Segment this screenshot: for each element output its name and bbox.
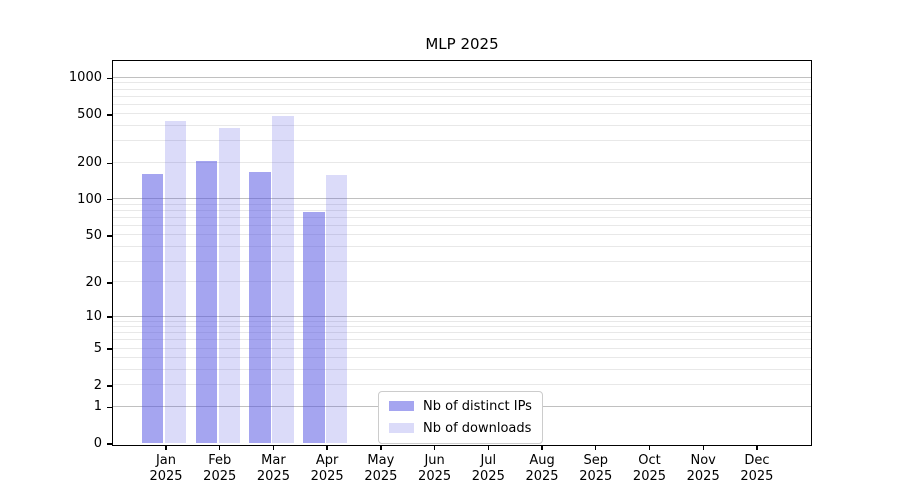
- y-tick-mark: [107, 235, 113, 237]
- bar-distinct-ips: [249, 172, 271, 443]
- y-tick-label: 5: [93, 341, 102, 357]
- bar-distinct-ips: [195, 160, 218, 443]
- x-tick-mark: [756, 444, 758, 450]
- minor-gridline: [113, 260, 811, 262]
- major-gridline: [113, 198, 811, 200]
- bar-layer: [113, 61, 811, 445]
- y-tick-mark: [107, 198, 113, 201]
- y-tick-mark: [107, 114, 113, 116]
- x-tick-mark: [487, 444, 489, 450]
- minor-gridline: [113, 88, 811, 90]
- major-gridline: [113, 315, 811, 317]
- x-tick-label: Dec 2025: [740, 453, 774, 484]
- y-tick-label: 2: [93, 377, 102, 393]
- y-tick-label: 1000: [68, 70, 102, 86]
- y-tick-mark: [107, 316, 113, 318]
- x-tick-mark: [595, 444, 597, 450]
- y-tick-mark: [107, 282, 113, 284]
- y-tick-mark: [107, 348, 113, 350]
- minor-gridline: [113, 384, 811, 386]
- minor-gridline: [113, 113, 811, 115]
- minor-gridline: [113, 203, 811, 205]
- legend-item-distinct-ips: Nb of distinct IPs: [389, 397, 532, 415]
- x-tick-label: Aug 2025: [525, 453, 559, 484]
- legend-item-downloads: Nb of downloads: [389, 419, 532, 437]
- minor-gridline: [113, 140, 811, 142]
- x-tick-label: Mar 2025: [256, 453, 290, 484]
- y-tick-mark: [107, 406, 113, 408]
- legend: Nb of distinct IPs Nb of downloads: [378, 391, 543, 444]
- y-tick-label: 0: [93, 436, 102, 451]
- y-tick-label: 10: [85, 309, 102, 325]
- bar-downloads: [218, 127, 240, 443]
- distinct-ips-swatch-icon: [389, 401, 414, 411]
- legend-label-downloads: Nb of downloads: [423, 420, 532, 436]
- x-tick-label: Nov 2025: [686, 453, 720, 484]
- minor-gridline: [113, 281, 811, 283]
- y-tick-label: 100: [77, 191, 102, 207]
- minor-gridline: [113, 347, 811, 349]
- y-tick-label: 20: [85, 274, 102, 290]
- minor-gridline: [113, 245, 811, 247]
- minor-gridline: [113, 234, 811, 236]
- bar-distinct-ips: [142, 173, 164, 443]
- y-tick-label: 50: [85, 227, 102, 243]
- minor-gridline: [113, 357, 811, 359]
- minor-gridline: [113, 224, 811, 226]
- y-tick-mark: [107, 385, 113, 387]
- minor-gridline: [113, 82, 811, 84]
- x-tick-mark: [219, 444, 221, 450]
- downloads-swatch-icon: [389, 423, 414, 433]
- x-tick-label: Jan 2025: [149, 453, 183, 484]
- minor-gridline: [113, 95, 811, 97]
- x-tick-mark: [380, 444, 382, 450]
- legend-label-distinct-ips: Nb of distinct IPs: [423, 398, 532, 414]
- major-gridline: [113, 76, 811, 78]
- x-tick-label: Jun 2025: [418, 453, 452, 484]
- minor-gridline: [113, 216, 811, 218]
- x-tick-label: Oct 2025: [632, 453, 667, 484]
- bar-downloads: [272, 116, 294, 443]
- minor-gridline: [113, 209, 811, 211]
- y-tick-mark: [107, 77, 113, 79]
- y-tick-label: 200: [77, 155, 102, 171]
- chart-title: MLP 2025: [425, 35, 499, 53]
- minor-gridline: [113, 332, 811, 334]
- x-tick-mark: [702, 444, 704, 450]
- minor-gridline: [113, 125, 811, 127]
- bar-downloads: [325, 174, 348, 443]
- bar-downloads: [164, 121, 187, 443]
- minor-gridline: [113, 320, 811, 322]
- x-tick-mark: [272, 444, 275, 450]
- grid-layer: [113, 61, 811, 445]
- minor-gridline: [113, 103, 811, 105]
- x-tick-label: Sep 2025: [579, 453, 613, 484]
- minor-gridline: [113, 369, 811, 371]
- x-tick-mark: [165, 444, 167, 450]
- minor-gridline: [113, 326, 811, 328]
- plot-area: [112, 60, 812, 446]
- x-tick-mark: [541, 444, 543, 450]
- bar-distinct-ips: [303, 212, 325, 443]
- y-tick-mark: [107, 443, 113, 445]
- x-tick-label: Feb 2025: [203, 453, 237, 484]
- minor-gridline: [113, 339, 811, 341]
- x-tick-label: Jul 2025: [471, 453, 505, 484]
- x-tick-label: May 2025: [364, 453, 398, 484]
- y-tick-label: 1: [93, 399, 102, 415]
- y-tick-mark: [107, 162, 113, 164]
- x-tick-mark: [648, 444, 651, 450]
- y-tick-label: 500: [77, 106, 102, 122]
- minor-gridline: [113, 161, 811, 163]
- x-tick-label: Apr 2025: [310, 453, 344, 484]
- x-tick-mark: [326, 444, 328, 450]
- x-tick-mark: [433, 444, 436, 450]
